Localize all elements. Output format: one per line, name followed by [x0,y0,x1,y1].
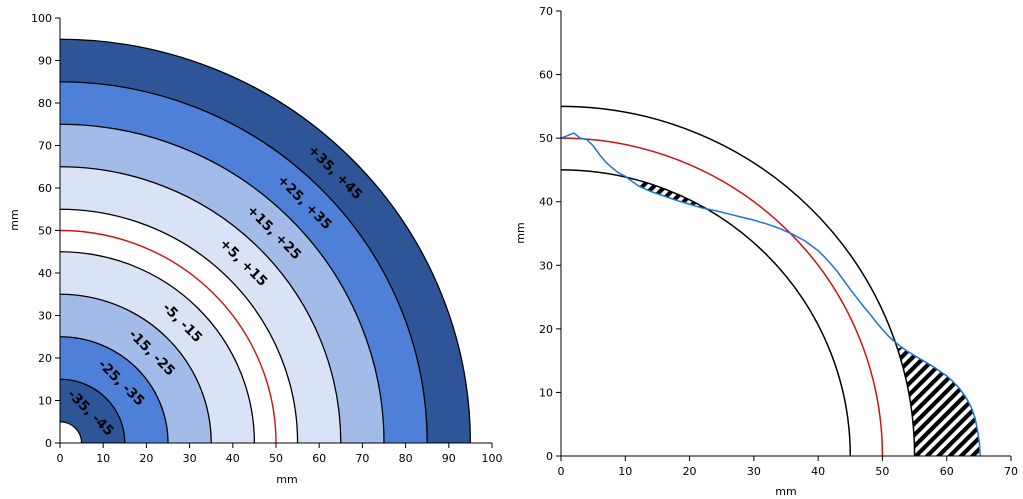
measured-profile-line [560,132,981,457]
band-boundary-35 [59,293,212,444]
right-y-ticks: 0 10 20 30 40 50 60 70 [539,5,561,463]
x-tick-label: 80 [399,452,413,465]
x-tick-label: 60 [940,465,954,478]
y-tick-label: 80 [38,97,52,110]
right-x-axis-label: mm [775,485,796,498]
y-tick-label: 90 [38,55,52,68]
y-tick-label: 20 [38,352,52,365]
nominal-arc [560,137,884,457]
inner-tolerance-arc [560,169,852,457]
left-x-axis-label: mm [276,473,297,486]
ring-band-8 [60,379,125,443]
left-x-ticks: 0 10 20 30 40 50 60 70 80 90 100 [57,443,503,465]
y-tick-label: 60 [539,69,553,82]
x-tick-label: 30 [183,452,197,465]
band-boundary-95 [59,38,472,444]
band-boundary-5 [59,421,83,444]
y-tick-label: 100 [31,12,52,25]
x-tick-label: 70 [1004,465,1018,478]
y-tick-label: 0 [546,450,553,463]
x-tick-label: 40 [226,452,240,465]
x-tick-label: 70 [355,452,369,465]
reference-circle [59,229,277,444]
band-boundary-15 [59,378,126,444]
x-tick-label: 50 [875,465,889,478]
left-chart: -35, -45-25, -35-15, -25-5, -15+5, +15+1… [8,12,503,486]
outer-tolerance-arc [560,105,916,457]
inner-hole [60,421,82,443]
y-tick-label: 50 [539,132,553,145]
y-tick-label: 30 [539,259,553,272]
band-boundary-55 [59,208,299,444]
x-tick-label: 40 [811,465,825,478]
y-tick-label: 30 [38,310,52,323]
x-tick-label: 20 [683,465,697,478]
band-boundary-25 [59,336,169,444]
y-tick-label: 40 [38,267,52,280]
y-tick-label: 50 [38,225,52,238]
right-y-axis-label: mm [514,222,527,243]
x-tick-label: 0 [558,465,565,478]
y-tick-label: 70 [539,5,553,18]
y-tick-label: 0 [45,437,52,450]
left-y-axis-label: mm [8,209,21,230]
y-tick-label: 10 [539,386,553,399]
ring-bands [59,38,472,444]
x-tick-label: 50 [269,452,283,465]
y-tick-label: 60 [38,182,52,195]
right-x-ticks: 0 10 20 30 40 50 60 70 [558,456,1018,478]
y-tick-label: 40 [539,196,553,209]
band-boundary-85 [59,81,428,444]
x-tick-label: 20 [139,452,153,465]
x-tick-label: 100 [482,452,503,465]
x-tick-label: 0 [57,452,64,465]
left-y-ticks: 0 10 20 30 40 50 60 70 80 90 100 [31,12,60,450]
band-boundary-75 [59,123,385,444]
band-boundary-45 [59,251,256,444]
y-tick-label: 20 [539,323,553,336]
y-tick-label: 10 [38,395,52,408]
x-tick-label: 10 [96,452,110,465]
x-tick-label: 90 [442,452,456,465]
y-tick-label: 70 [38,140,52,153]
x-tick-label: 30 [747,465,761,478]
right-chart: 0 10 20 30 40 50 60 70 0 10 20 30 40 50 60 70 mm mm [514,5,1018,498]
band-boundary-65 [59,166,342,444]
x-tick-label: 10 [618,465,632,478]
deviation-hatch-region [638,180,981,456]
x-tick-label: 60 [312,452,326,465]
